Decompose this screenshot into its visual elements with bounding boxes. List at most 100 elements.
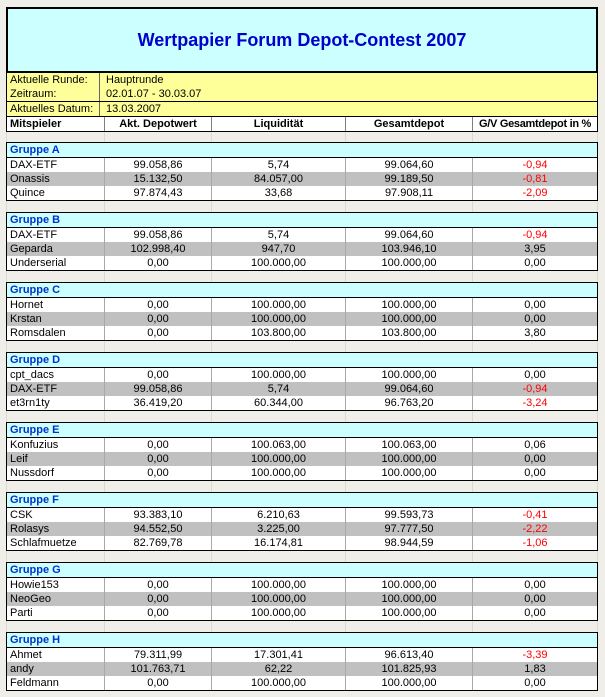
column-gridline xyxy=(473,132,598,142)
player-name-cell: DAX-ETF xyxy=(7,382,105,396)
title-banner: Wertpapier Forum Depot-Contest 2007 xyxy=(6,7,598,73)
player-row: et3rn1ty 36.419,20 60.344,00 96.763,20 -3,24 xyxy=(7,396,597,410)
gv-percent-cell: -3,24 xyxy=(522,397,548,409)
gesamtdepot-cell: 100.000,00 xyxy=(346,298,473,312)
player-row: Underserial 0,00 100.000,00 100.000,00 0,00 xyxy=(7,256,597,270)
gv-percent-cell: 0,00 xyxy=(524,453,546,465)
gesamtdepot-cell: 99.189,50 xyxy=(346,172,473,186)
player-name-cell: DAX-ETF xyxy=(7,158,105,172)
player-name-cell: Hornet xyxy=(7,298,105,312)
player-name-cell: Feldmann xyxy=(7,676,105,690)
liquiditaet-cell: 60.344,00 xyxy=(212,396,346,410)
player-name-cell: Rolasys xyxy=(7,522,105,536)
info-label: Aktuelles Datum: xyxy=(7,102,100,116)
groups-container: Gruppe A DAX-ETF 99.058,86 5,74 99.064,60 -0,… xyxy=(6,132,598,691)
column-header-akt-depotwert: Akt. Depotwert xyxy=(105,117,212,131)
column-gridline xyxy=(473,271,598,282)
liquiditaet-cell: 100.063,00 xyxy=(212,438,346,452)
column-gridline xyxy=(6,481,105,492)
player-row: CSK 93.383,10 6.210,63 99.593,73 -0,41 xyxy=(7,508,597,522)
player-name-cell: CSK xyxy=(7,508,105,522)
info-value: 13.03.2007 xyxy=(106,103,162,115)
player-name-cell: et3rn1ty xyxy=(7,396,105,410)
group-title: Gruppe F xyxy=(7,493,597,508)
gv-percent-cell: 1,83 xyxy=(524,663,546,675)
player-name-cell: cpt_dacs xyxy=(7,368,105,382)
column-gridline xyxy=(346,551,473,562)
depotwert-cell: 0,00 xyxy=(105,368,212,382)
depotwert-cell: 36.419,20 xyxy=(105,396,212,410)
liquiditaet-cell: 100.000,00 xyxy=(212,676,346,690)
group-block-c: Gruppe C Hornet 0,00 100.000,00 100.000,00 0,… xyxy=(6,282,598,341)
column-gridline xyxy=(6,132,105,142)
gv-percent-cell: -0,81 xyxy=(522,173,548,185)
player-row: Parti 0,00 100.000,00 100.000,00 0,00 xyxy=(7,606,597,620)
depotwert-cell: 0,00 xyxy=(105,326,212,340)
liquiditaet-cell: 33,68 xyxy=(212,186,346,200)
depotwert-cell: 82.769,78 xyxy=(105,536,212,550)
info-label: Aktuelle Runde: xyxy=(7,73,100,87)
player-name-cell: Konfuzius xyxy=(7,438,105,452)
liquiditaet-cell: 17.301,41 xyxy=(212,648,346,662)
liquiditaet-cell: 5,74 xyxy=(212,158,346,172)
gesamtdepot-cell: 100.000,00 xyxy=(346,606,473,620)
depotwert-cell: 0,00 xyxy=(105,256,212,270)
gv-percent-cell: 0,00 xyxy=(524,369,546,381)
player-row: DAX-ETF 99.058,86 5,74 99.064,60 -0,94 xyxy=(7,382,597,396)
column-gridline xyxy=(6,411,105,422)
column-gridline xyxy=(473,411,598,422)
depotwert-cell: 102.998,40 xyxy=(105,242,212,256)
gv-percent-cell: -3,39 xyxy=(522,649,548,661)
liquiditaet-cell: 100.000,00 xyxy=(212,256,346,270)
gesamtdepot-cell: 97.777,50 xyxy=(346,522,473,536)
player-name-cell: Underserial xyxy=(7,256,105,270)
gv-percent-cell: 0,00 xyxy=(524,593,546,605)
column-gridline xyxy=(212,411,346,422)
gv-percent-cell: -0,94 xyxy=(522,159,548,171)
group-block-f: Gruppe F CSK 93.383,10 6.210,63 99.593,73 -0,… xyxy=(6,492,598,551)
table-column-header-row: Mitspieler Akt. Depotwert Liquidität Ges… xyxy=(6,117,598,132)
gesamtdepot-cell: 100.063,00 xyxy=(346,438,473,452)
liquiditaet-cell: 100.000,00 xyxy=(212,298,346,312)
liquiditaet-cell: 100.000,00 xyxy=(212,452,346,466)
column-gridline xyxy=(212,481,346,492)
depotwert-cell: 0,00 xyxy=(105,298,212,312)
liquiditaet-cell: 84.057,00 xyxy=(212,172,346,186)
column-gridline xyxy=(105,132,212,142)
depotwert-cell: 99.058,86 xyxy=(105,228,212,242)
gesamtdepot-cell: 96.763,20 xyxy=(346,396,473,410)
gesamtdepot-cell: 100.000,00 xyxy=(346,368,473,382)
liquiditaet-cell: 100.000,00 xyxy=(212,606,346,620)
column-header-liquiditaet: Liquidität xyxy=(212,117,346,131)
player-name-cell: Geparda xyxy=(7,242,105,256)
info-row-aktuelles-datum: Aktuelles Datum: 13.03.2007 xyxy=(7,102,597,116)
player-row: Quince 97.874,43 33,68 97.908,11 -2,09 xyxy=(7,186,597,200)
column-gridline xyxy=(212,201,346,212)
column-gridline xyxy=(6,621,105,632)
player-row: NeoGeo 0,00 100.000,00 100.000,00 0,00 xyxy=(7,592,597,606)
gesamtdepot-cell: 100.000,00 xyxy=(346,676,473,690)
group-block-h: Gruppe H Ahmet 79.311,99 17.301,41 96.613,40… xyxy=(6,632,598,691)
player-name-cell: NeoGeo xyxy=(7,592,105,606)
player-row: cpt_dacs 0,00 100.000,00 100.000,00 0,00 xyxy=(7,368,597,382)
column-header-mitspieler: Mitspieler xyxy=(7,117,105,131)
player-name-cell: Schlafmuetze xyxy=(7,536,105,550)
liquiditaet-cell: 5,74 xyxy=(212,228,346,242)
depotwert-cell: 0,00 xyxy=(105,312,212,326)
table-gap xyxy=(6,271,598,282)
group-block-g: Gruppe G Howie153 0,00 100.000,00 100.000,00… xyxy=(6,562,598,621)
column-gridline xyxy=(346,271,473,282)
liquiditaet-cell: 16.174,81 xyxy=(212,536,346,550)
liquiditaet-cell: 5,74 xyxy=(212,382,346,396)
gesamtdepot-cell: 101.825,93 xyxy=(346,662,473,676)
gv-percent-cell: -1,06 xyxy=(522,537,548,549)
column-gridline xyxy=(6,341,105,352)
gv-percent-cell: -2,09 xyxy=(522,187,548,199)
liquiditaet-cell: 6.210,63 xyxy=(212,508,346,522)
column-gridline xyxy=(346,621,473,632)
player-row: Nussdorf 0,00 100.000,00 100.000,00 0,00 xyxy=(7,466,597,480)
column-header-gv-gesamtdepot: G/V Gesamtdepot in % xyxy=(479,118,591,130)
column-gridline xyxy=(105,481,212,492)
